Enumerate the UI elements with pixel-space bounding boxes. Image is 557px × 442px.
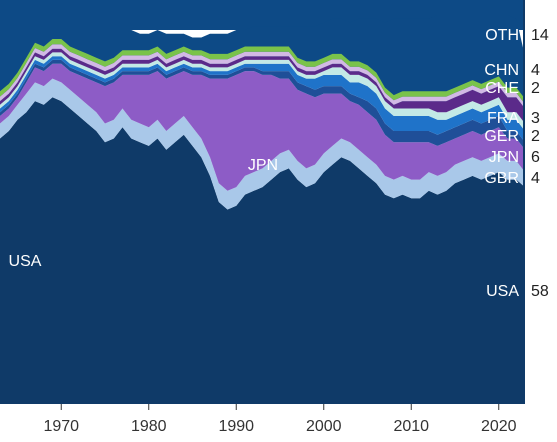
label-column-background xyxy=(525,0,557,442)
area-chn xyxy=(0,48,525,124)
x-tick-label: 2020 xyxy=(481,418,517,435)
end-labels: OTH 14 CHN 4 CHE 2 FRA 3 GER 2 JPN 6 GBR 4 USA 58 xyxy=(484,27,549,300)
end-value-gbr: 4 xyxy=(531,170,540,187)
area-fra xyxy=(0,56,525,143)
x-axis-ticks: 1970 1980 1990 2000 2010 2020 xyxy=(43,404,517,435)
x-tick-label: 1990 xyxy=(218,418,254,435)
area-che xyxy=(0,52,525,131)
end-value-ger: 2 xyxy=(531,128,540,145)
end-label-usa: USA xyxy=(486,283,519,300)
end-value-fra: 3 xyxy=(531,110,540,127)
end-label-fra: FRA xyxy=(487,110,519,127)
x-tick-label: 1970 xyxy=(43,418,79,435)
end-label-oth: OTH xyxy=(485,27,519,44)
area-jpn xyxy=(0,63,525,191)
x-tick-label: 2010 xyxy=(393,418,429,435)
end-label-gbr: GBR xyxy=(484,170,519,187)
area-usa xyxy=(0,97,525,405)
end-label-chn: CHN xyxy=(484,62,519,79)
end-label-jpn: JPN xyxy=(489,149,519,166)
area-oth xyxy=(0,15,525,109)
end-value-oth: 14 xyxy=(531,27,549,44)
inline-label-usa: USA xyxy=(9,253,42,270)
end-value-usa: 58 xyxy=(531,283,549,300)
end-label-che: CHE xyxy=(485,80,519,97)
end-value-chn: 4 xyxy=(531,62,540,79)
x-tick-label: 2000 xyxy=(306,418,342,435)
end-value-che: 2 xyxy=(531,80,540,97)
end-value-jpn: 6 xyxy=(531,149,540,166)
inline-label-jpn: JPN xyxy=(248,157,278,174)
label-column-plot-extension xyxy=(523,0,525,404)
inline-labels: JPN USA xyxy=(9,157,279,270)
end-label-ger: GER xyxy=(484,128,519,145)
area-gbr xyxy=(0,78,525,210)
area-oth-green-band xyxy=(0,39,525,105)
x-tick-label: 1980 xyxy=(131,418,167,435)
